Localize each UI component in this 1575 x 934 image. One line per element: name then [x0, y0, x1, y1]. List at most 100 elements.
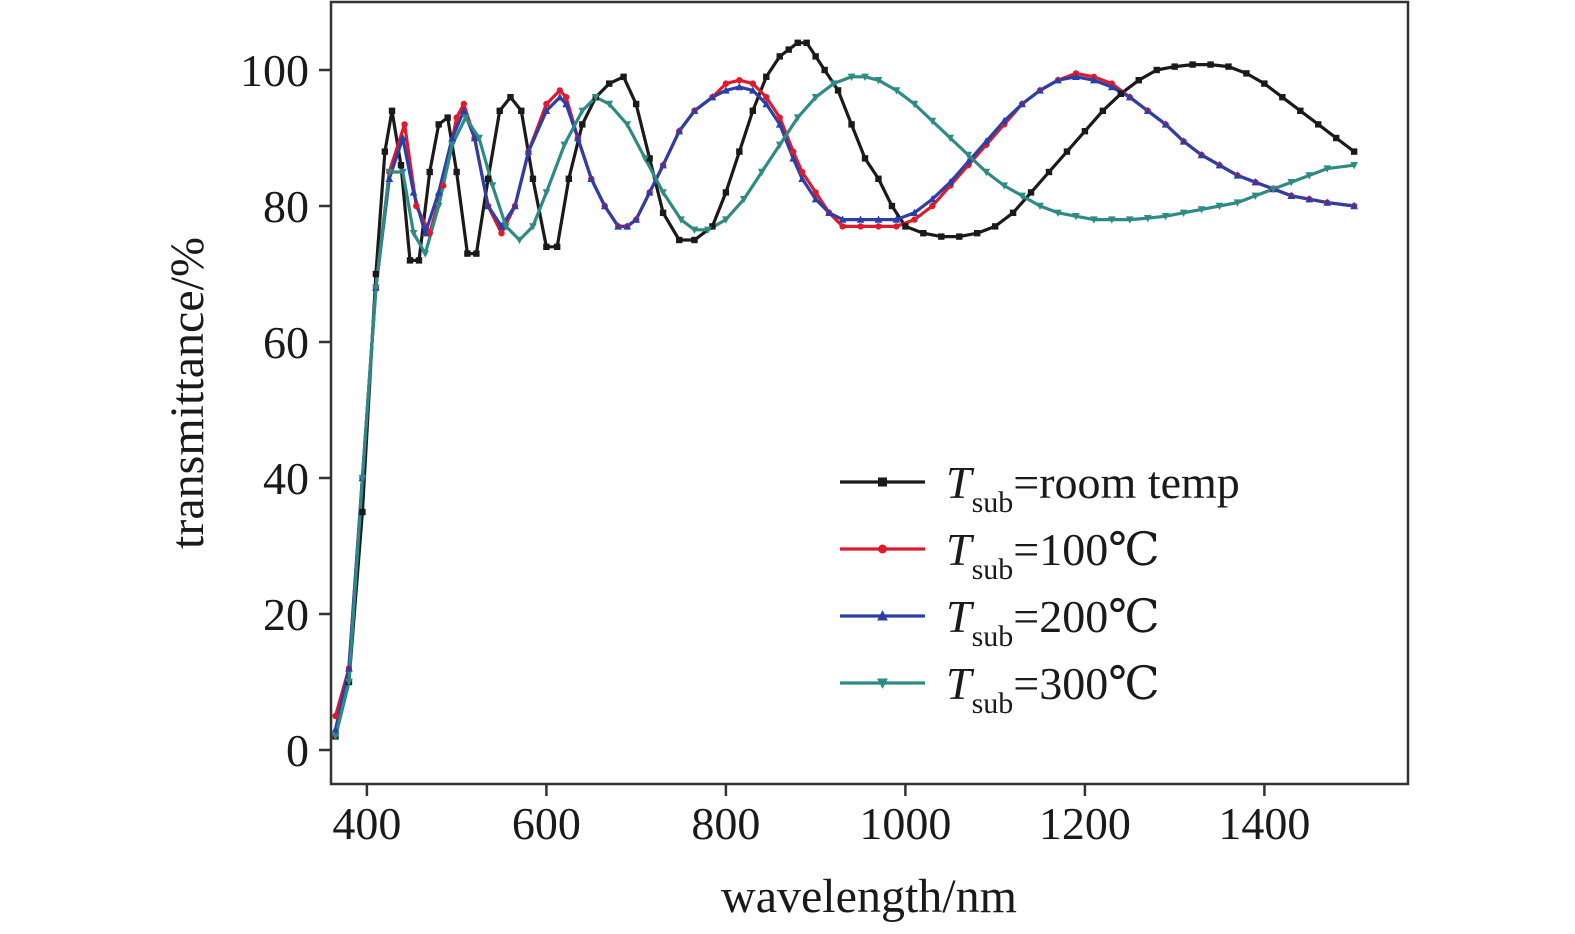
data-point [606, 80, 613, 87]
data-point [484, 201, 492, 210]
data-point [776, 53, 783, 60]
data-point [434, 202, 443, 211]
y-axis-title: transmittance/% [161, 237, 214, 549]
data-point [435, 121, 442, 128]
data-point [946, 178, 955, 186]
data-point [553, 243, 561, 250]
y-tick-label: 0 [286, 725, 309, 776]
plot-frame [329, 0, 1410, 786]
data-point [502, 223, 510, 231]
data-point [1207, 61, 1214, 68]
data-point [600, 201, 609, 210]
data-point [892, 87, 901, 95]
data-point [956, 233, 963, 240]
data-point [1018, 192, 1026, 200]
data-point [675, 127, 684, 135]
data-point [811, 94, 820, 102]
x-tick-label: 800 [691, 798, 760, 849]
data-point [439, 182, 447, 189]
data-point [1072, 213, 1080, 221]
data-point [448, 141, 457, 149]
data-point [484, 175, 492, 182]
data-point [763, 94, 770, 101]
data-point [798, 168, 806, 176]
data-point [641, 155, 649, 163]
y-tick-label: 100 [240, 45, 309, 96]
data-point [1000, 182, 1008, 190]
data-point [632, 215, 640, 223]
data-point [511, 201, 519, 210]
legend-var: T [946, 457, 975, 508]
data-point [632, 100, 640, 108]
series-line-0 [333, 41, 1356, 737]
data-point [1251, 178, 1260, 186]
data-point [1197, 150, 1206, 159]
data-point [709, 223, 716, 230]
data-point [834, 87, 842, 94]
data-point [861, 155, 869, 162]
data-point [498, 230, 505, 237]
data-point [763, 73, 770, 80]
y-tick-labels: 0 20 40 60 80 100 [240, 45, 309, 776]
data-point [573, 133, 582, 142]
data-point [910, 208, 919, 216]
data-point [448, 133, 457, 142]
y-tick-label: 60 [263, 317, 309, 368]
data-point [1323, 198, 1332, 206]
data-point [385, 168, 394, 177]
data-point [1197, 206, 1206, 214]
data-point [1081, 128, 1089, 135]
data-point [1297, 107, 1304, 114]
data-point [434, 188, 443, 196]
data-point [614, 222, 623, 230]
legend-var: T [946, 591, 975, 642]
data-point [1125, 93, 1134, 101]
legend-label: =300℃ [1013, 658, 1159, 709]
data-point [620, 73, 627, 80]
y-tick-label: 20 [263, 589, 309, 640]
data-point [722, 189, 730, 196]
legend-label: =200℃ [1013, 591, 1159, 642]
data-point [1072, 72, 1080, 80]
data-point [332, 712, 339, 720]
data-point [398, 133, 407, 142]
data-point [556, 93, 564, 101]
data-point [359, 508, 366, 516]
data-point [1287, 179, 1296, 187]
data-point [875, 175, 882, 182]
data-point [736, 77, 743, 84]
data-point [722, 80, 730, 87]
data-point [464, 250, 471, 257]
data-point [543, 243, 550, 250]
data-point [1350, 201, 1358, 210]
data-point [507, 94, 514, 101]
data-point [1099, 107, 1107, 114]
data-point [473, 250, 480, 257]
series-line-2 [333, 75, 1355, 730]
data-point [542, 106, 551, 114]
data-point [453, 114, 460, 121]
data-point [1243, 70, 1250, 77]
legend-entry-2: Tsub=200℃ [946, 591, 1160, 653]
data-point [1161, 120, 1170, 128]
legend-label: =room temp [1013, 457, 1240, 508]
legend-var: T [946, 658, 975, 709]
data-point [829, 80, 838, 88]
data-point [1036, 202, 1044, 211]
data-point [708, 93, 717, 101]
data-point [762, 99, 771, 108]
data-point [345, 678, 353, 687]
legend-subscript: sub [972, 553, 1014, 586]
data-point [847, 73, 856, 81]
data-point [893, 223, 900, 230]
data-point [1179, 209, 1188, 217]
data-point [749, 80, 757, 87]
data-point [888, 202, 896, 210]
data-point [518, 107, 525, 114]
data-point [875, 223, 882, 230]
data-point [982, 168, 991, 177]
data-point [1305, 195, 1314, 203]
x-tick-label: 1000 [859, 798, 951, 849]
data-point [623, 222, 632, 230]
data-point [388, 107, 396, 114]
